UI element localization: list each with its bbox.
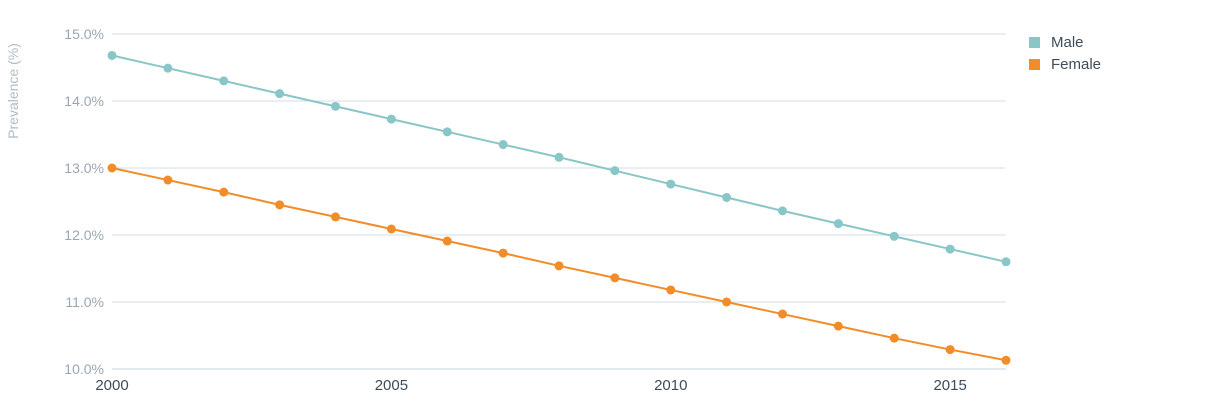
gridlines <box>112 33 1006 370</box>
x-tick-label: 2015 <box>933 377 966 394</box>
x-tick-label: 2000 <box>95 377 128 394</box>
y-axis-ticks: 10.0% 11.0% 12.0% 13.0% 14.0% 15.0% <box>64 26 104 377</box>
series-female <box>107 163 1011 365</box>
data-point-male[interactable] <box>219 76 229 86</box>
data-point-female[interactable] <box>554 261 564 271</box>
data-point-female[interactable] <box>833 321 843 331</box>
data-point-female[interactable] <box>722 297 732 307</box>
data-point-female[interactable] <box>1001 355 1011 365</box>
data-point-female[interactable] <box>331 212 340 222</box>
data-point-female[interactable] <box>275 200 285 210</box>
legend-label-female: Female <box>1051 56 1101 73</box>
series-male <box>107 50 1011 267</box>
data-point-female[interactable] <box>945 345 955 355</box>
data-point-male[interactable] <box>107 50 117 60</box>
x-tick-label: 2010 <box>654 377 687 394</box>
x-tick-label: 2005 <box>375 377 408 394</box>
data-point-female[interactable] <box>610 273 620 283</box>
y-tick-label: 15.0% <box>64 26 104 42</box>
data-point-male[interactable] <box>889 231 899 241</box>
y-tick-label: 12.0% <box>64 227 104 243</box>
legend-item-female[interactable]: Female <box>1029 56 1101 73</box>
data-point-female[interactable] <box>163 175 173 185</box>
data-point-male[interactable] <box>386 114 396 124</box>
legend-item-male[interactable]: Male <box>1029 34 1084 51</box>
data-point-female[interactable] <box>498 248 508 258</box>
data-point-male[interactable] <box>945 244 955 254</box>
data-point-female[interactable] <box>666 285 676 295</box>
data-point-male[interactable] <box>554 152 564 162</box>
data-point-male[interactable] <box>331 101 340 111</box>
legend[interactable]: Male Female <box>1029 34 1101 73</box>
data-point-female[interactable] <box>778 309 787 319</box>
y-tick-label: 13.0% <box>64 160 104 176</box>
data-point-male[interactable] <box>163 63 173 73</box>
data-point-male[interactable] <box>1001 257 1011 267</box>
data-point-female[interactable] <box>889 333 899 343</box>
series-lines <box>107 50 1011 365</box>
data-point-male[interactable] <box>722 192 732 202</box>
y-tick-label: 14.0% <box>64 93 104 109</box>
data-point-female[interactable] <box>442 236 452 246</box>
data-point-female[interactable] <box>107 163 117 173</box>
data-point-female[interactable] <box>386 224 396 234</box>
data-point-male[interactable] <box>498 140 508 150</box>
data-point-female[interactable] <box>219 187 229 197</box>
data-point-male[interactable] <box>442 127 452 137</box>
y-tick-label: 11.0% <box>65 294 104 310</box>
y-tick-label: 10.0% <box>64 361 104 377</box>
x-axis-ticks: 2000 2005 2010 2015 <box>95 377 967 394</box>
legend-swatch-female <box>1029 59 1040 70</box>
data-point-male[interactable] <box>833 219 843 229</box>
data-point-male[interactable] <box>610 166 620 176</box>
y-axis-title: Prevalence (%) <box>5 43 21 139</box>
data-point-male[interactable] <box>275 89 285 99</box>
legend-label-male: Male <box>1051 34 1084 51</box>
data-point-male[interactable] <box>666 179 676 189</box>
legend-swatch-male <box>1029 37 1040 48</box>
data-point-male[interactable] <box>778 206 787 216</box>
